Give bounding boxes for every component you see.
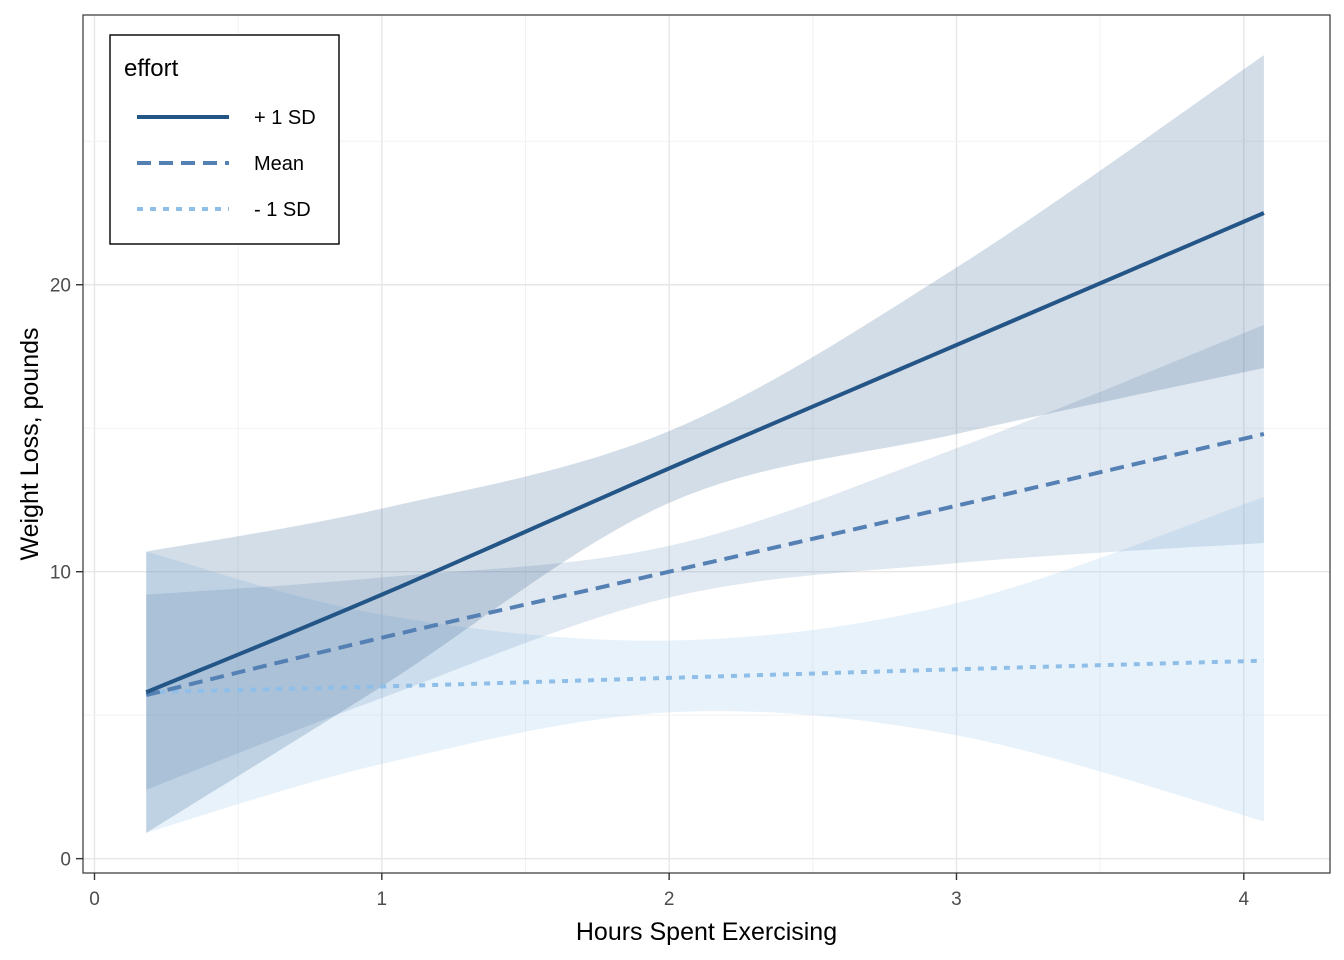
confidence-band <box>146 497 1264 833</box>
legend-items: + 1 SD Mean - 1 SD <box>137 107 316 221</box>
series-line <box>145 211 1265 695</box>
y-tick-label: 0 <box>60 850 71 871</box>
legend-title: effort <box>124 55 179 82</box>
legend: effort + 1 SD Mean - 1 SD <box>109 34 340 245</box>
y-axis-title: Weight Loss, pounds <box>16 327 44 560</box>
axis-layer: 0 1 2 3 4 0 10 20 <box>50 276 1250 910</box>
legend-label: + 1 SD <box>254 107 316 129</box>
x-tick-label: 2 <box>664 889 675 910</box>
y-tick-label: 20 <box>50 276 71 297</box>
series-line <box>145 432 1265 698</box>
series-line <box>146 658 1264 695</box>
x-tick-label: 3 <box>951 889 962 910</box>
x-tick-label: 4 <box>1239 889 1250 910</box>
legend-label: - 1 SD <box>254 199 311 221</box>
confidence-band <box>146 324 1264 790</box>
plot-panel-border <box>82 14 1331 874</box>
confidence-band <box>146 55 1264 833</box>
y-tick-label: 10 <box>50 563 71 584</box>
x-tick-label: 0 <box>89 889 100 910</box>
grid-layer <box>83 15 1330 873</box>
legend-box <box>109 34 340 245</box>
legend-label: Mean <box>254 153 304 175</box>
confidence-band-layer <box>146 55 1264 833</box>
x-tick-label: 1 <box>377 889 388 910</box>
x-axis-title: Hours Spent Exercising <box>576 918 837 946</box>
series-line-layer <box>145 211 1265 698</box>
